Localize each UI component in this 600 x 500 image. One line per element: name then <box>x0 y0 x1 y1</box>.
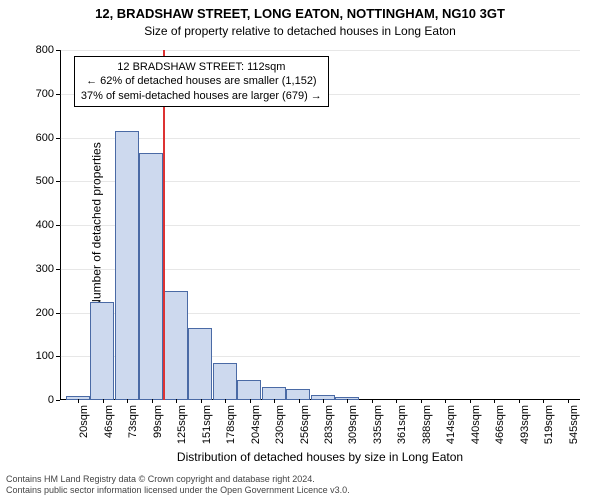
x-tick-mark <box>299 399 300 403</box>
x-tick-label: 20sqm <box>78 405 90 438</box>
x-tick-mark <box>152 399 153 403</box>
x-tick-mark <box>372 399 373 403</box>
x-tick-label: 73sqm <box>127 405 139 438</box>
x-tick: 335sqm <box>372 399 373 400</box>
x-tick: 283sqm <box>323 399 324 400</box>
y-tick-label: 700 <box>36 88 60 100</box>
x-tick-mark <box>274 399 275 403</box>
annotation-line1: 12 BRADSHAW STREET: 112sqm <box>81 60 322 74</box>
x-tick: 125sqm <box>176 399 177 400</box>
bar <box>164 291 188 400</box>
plot-area: 010020030040050060070080020sqm46sqm73sqm… <box>60 50 580 400</box>
bar <box>115 131 139 400</box>
annotation-line2: ← 62% of detached houses are smaller (1,… <box>81 74 322 88</box>
y-tick-label: 800 <box>36 44 60 56</box>
y-tick-label: 600 <box>36 132 60 144</box>
x-tick-mark <box>347 399 348 403</box>
x-tick: 99sqm <box>152 399 153 400</box>
x-tick: 519sqm <box>543 399 544 400</box>
x-tick-mark <box>568 399 569 403</box>
x-tick: 493sqm <box>519 399 520 400</box>
x-tick: 204sqm <box>250 399 251 400</box>
x-tick: 256sqm <box>299 399 300 400</box>
x-tick-mark <box>519 399 520 403</box>
x-tick: 361sqm <box>396 399 397 400</box>
footer-line2: Contains public sector information licen… <box>6 485 594 496</box>
x-tick-label: 361sqm <box>396 405 408 444</box>
chart-subtitle: Size of property relative to detached ho… <box>0 22 600 38</box>
x-tick-label: 230sqm <box>274 405 286 444</box>
x-tick-label: 283sqm <box>323 405 335 444</box>
x-tick-mark <box>250 399 251 403</box>
y-tick-label: 100 <box>36 350 60 362</box>
x-tick-mark <box>127 399 128 403</box>
annotation-box: 12 BRADSHAW STREET: 112sqm ← 62% of deta… <box>74 56 329 107</box>
x-tick-label: 46sqm <box>103 405 115 438</box>
x-tick-label: 388sqm <box>421 405 433 444</box>
y-tick-label: 500 <box>36 175 60 187</box>
x-tick: 545sqm <box>568 399 569 400</box>
x-tick-label: 151sqm <box>201 405 213 444</box>
x-tick-label: 414sqm <box>445 405 457 444</box>
annotation-line3: 37% of semi-detached houses are larger (… <box>81 89 322 103</box>
x-tick: 309sqm <box>347 399 348 400</box>
x-tick-label: 99sqm <box>152 405 164 438</box>
y-axis-label-wrap: Number of detached properties <box>14 50 28 400</box>
x-tick: 466sqm <box>494 399 495 400</box>
x-tick: 440sqm <box>470 399 471 400</box>
x-tick-mark <box>103 399 104 403</box>
x-tick-mark <box>445 399 446 403</box>
y-tick-label: 200 <box>36 307 60 319</box>
x-tick-mark <box>543 399 544 403</box>
bar <box>188 328 212 400</box>
footer-line1: Contains HM Land Registry data © Crown c… <box>6 474 594 485</box>
x-axis-label: Distribution of detached houses by size … <box>60 450 580 464</box>
y-tick-label: 400 <box>36 219 60 231</box>
x-tick-label: 466sqm <box>494 405 506 444</box>
x-tick-label: 178sqm <box>225 405 237 444</box>
bar <box>237 380 261 400</box>
x-tick-mark <box>225 399 226 403</box>
gridline <box>60 50 580 51</box>
chart-title: 12, BRADSHAW STREET, LONG EATON, NOTTING… <box>0 0 600 22</box>
bar <box>90 302 114 400</box>
x-tick-label: 519sqm <box>543 405 555 444</box>
x-tick: 73sqm <box>127 399 128 400</box>
x-tick-mark <box>176 399 177 403</box>
x-tick: 388sqm <box>421 399 422 400</box>
x-tick: 151sqm <box>201 399 202 400</box>
x-tick: 46sqm <box>103 399 104 400</box>
y-tick-label: 0 <box>48 394 60 406</box>
chart-container: 12, BRADSHAW STREET, LONG EATON, NOTTING… <box>0 0 600 500</box>
x-tick-label: 204sqm <box>250 405 262 444</box>
x-tick-label: 125sqm <box>176 405 188 444</box>
x-tick: 178sqm <box>225 399 226 400</box>
x-tick-mark <box>470 399 471 403</box>
x-tick: 414sqm <box>445 399 446 400</box>
footer: Contains HM Land Registry data © Crown c… <box>6 474 594 497</box>
x-tick-mark <box>396 399 397 403</box>
bar <box>213 363 237 400</box>
x-tick-label: 256sqm <box>299 405 311 444</box>
x-tick: 230sqm <box>274 399 275 400</box>
y-tick-label: 300 <box>36 263 60 275</box>
x-tick-mark <box>201 399 202 403</box>
x-tick-label: 440sqm <box>470 405 482 444</box>
x-tick-mark <box>323 399 324 403</box>
x-tick-label: 309sqm <box>347 405 359 444</box>
x-tick-mark <box>494 399 495 403</box>
bar <box>139 153 163 400</box>
x-tick-label: 335sqm <box>372 405 384 444</box>
x-tick-mark <box>421 399 422 403</box>
x-tick-mark <box>78 399 79 403</box>
x-tick: 20sqm <box>78 399 79 400</box>
x-tick-label: 545sqm <box>568 405 580 444</box>
x-tick-label: 493sqm <box>519 405 531 444</box>
